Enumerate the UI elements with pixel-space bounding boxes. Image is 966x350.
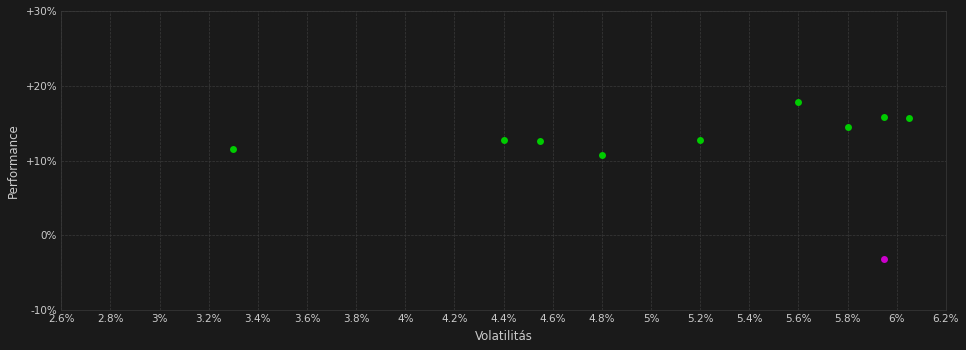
X-axis label: Volatilitás: Volatilitás (474, 330, 532, 343)
Point (877, 257, 893, 262)
Point (496, 137, 511, 142)
Point (901, 115, 917, 121)
Point (225, 147, 241, 152)
Point (693, 138, 708, 143)
Point (877, 114, 893, 120)
Point (532, 138, 548, 144)
Y-axis label: Performance: Performance (7, 123, 20, 198)
Point (839, 124, 855, 130)
Point (594, 152, 610, 158)
Point (790, 99, 806, 105)
